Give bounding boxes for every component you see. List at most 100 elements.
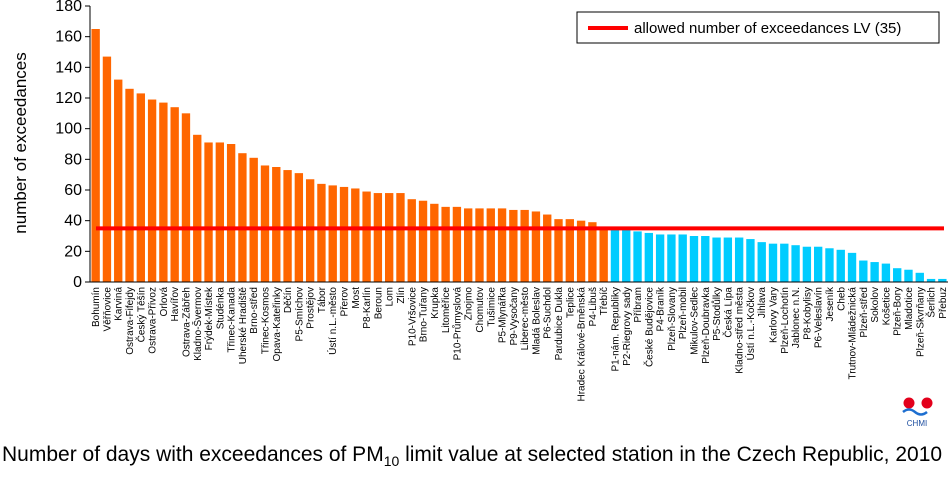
- x-tick-label: Bohumín: [91, 287, 102, 327]
- x-tick-label: Ústí n.L.-město: [326, 287, 339, 355]
- bar: [531, 211, 541, 282]
- bar: [701, 236, 710, 282]
- bar: [193, 134, 202, 282]
- bar: [351, 188, 360, 282]
- bar: [204, 142, 213, 282]
- bars: [91, 29, 947, 283]
- x-tick-label: Znojmo: [464, 287, 475, 321]
- y-tick-label: 40: [64, 213, 82, 230]
- bar: [791, 245, 800, 282]
- x-tick-label: Tábor: [317, 286, 328, 313]
- x-tick-label: Plzeň-Doubravka: [701, 287, 712, 364]
- bar: [926, 278, 936, 282]
- bar: [305, 179, 315, 282]
- x-tick-label: Karlovy Vary: [769, 287, 780, 343]
- x-tick-label: Lom: [385, 287, 396, 306]
- x-tick-label: Opava-Kateřinky: [272, 287, 283, 361]
- bar: [599, 226, 608, 282]
- bar: [633, 231, 642, 282]
- bar: [825, 248, 834, 282]
- x-tick-label: Litoměřice: [441, 287, 452, 334]
- x-tick-label: Český Těšín: [134, 287, 147, 342]
- bar: [520, 209, 529, 282]
- bar: [655, 234, 665, 282]
- x-tick-label: Plzeň-Slovany: [667, 287, 678, 351]
- x-tick-label: Kladno-střed města: [735, 287, 746, 374]
- x-tick-label: P8-Karlín: [362, 287, 373, 329]
- bar: [723, 237, 733, 282]
- y-tick-label: 0: [73, 274, 82, 291]
- x-tick-label: Hradec Králové-Brněnská: [577, 287, 588, 402]
- x-tick-label: Ostrava-Přívoz: [148, 287, 159, 354]
- legend: allowed number of exceedances LV (35): [576, 11, 940, 44]
- bar: [780, 243, 789, 282]
- x-tick-label: P6-Veleslavín: [814, 287, 825, 348]
- x-tick-label: České Budějovice: [642, 287, 655, 367]
- bar: [317, 183, 326, 282]
- x-tick-label: Ostrava-Fifejdy: [125, 287, 136, 355]
- bar: [813, 246, 823, 282]
- x-tick-label: P1-nám. Republiky: [610, 287, 621, 371]
- x-tick-label: Prostějov: [306, 287, 317, 329]
- x-tick-label: Jihlava: [757, 287, 768, 319]
- x-tick-label: Plzeň-mobil: [678, 287, 689, 339]
- bar: [170, 107, 179, 282]
- x-tick-label: Cheb: [836, 287, 847, 311]
- bar: [734, 237, 744, 282]
- x-tick-label: Chomutov: [475, 287, 486, 333]
- x-tick-label: Přebuz: [938, 287, 949, 319]
- x-tick-label: Pardubice Dukla: [554, 287, 565, 361]
- x-tick-label: P4-Libuš: [588, 287, 599, 326]
- bar: [260, 165, 270, 282]
- bar: [215, 142, 225, 282]
- bar: [102, 56, 112, 282]
- bar: [384, 193, 394, 282]
- caption-text-end: limit value at selected station in the C…: [399, 443, 943, 466]
- legend-label: allowed number of exceedances LV (35): [634, 20, 901, 37]
- x-tick-label: P6-Suchdol: [543, 287, 554, 339]
- bar: [497, 208, 507, 282]
- logo-text: CHMI: [907, 419, 927, 428]
- pm10-exceedance-chart: number of exceedances 0 20 40 60 80 100 120 140…: [11, 0, 949, 428]
- y-axis-label: number of exceedances: [11, 52, 30, 233]
- x-tick-label: Tušimice: [486, 287, 497, 327]
- bar: [622, 229, 631, 282]
- bar: [678, 234, 687, 282]
- x-tick-label: Třinec-Kosmos: [260, 287, 271, 354]
- bar: [226, 144, 236, 282]
- bar: [881, 263, 891, 282]
- x-tick-label: Brno-Tuřany: [419, 287, 430, 342]
- bar: [509, 209, 518, 282]
- bar: [588, 222, 597, 282]
- bar: [238, 153, 247, 282]
- x-tick-label: Ostrava-Zábřeh: [181, 287, 192, 357]
- x-tick-label: Mladotice: [904, 287, 915, 330]
- y-tick-label: 60: [64, 182, 82, 199]
- bar: [91, 29, 100, 282]
- bar: [475, 208, 484, 282]
- bar: [181, 113, 191, 282]
- bar: [644, 232, 654, 282]
- bar: [136, 93, 145, 283]
- x-tick-label: Sokolov: [870, 287, 881, 323]
- bar: [159, 102, 168, 282]
- bar: [915, 272, 924, 282]
- legend-box: [576, 11, 940, 44]
- y-tick-label: 180: [55, 0, 82, 15]
- x-tick-label: Uherské Hradiště: [238, 287, 249, 365]
- bar: [441, 206, 450, 282]
- bar: [893, 268, 902, 282]
- x-tick-label: Plzeň-Bory: [893, 287, 904, 336]
- figure-caption: Number of days with exceedances of PM10 …: [2, 441, 948, 475]
- caption-text: Number of days with exceedances of PM: [2, 443, 384, 466]
- bar: [768, 243, 778, 282]
- caption-subscript: 10: [383, 453, 400, 470]
- bar: [125, 88, 134, 282]
- bar: [554, 219, 563, 282]
- x-tick-label: Beroun: [373, 287, 384, 319]
- bar: [418, 200, 428, 282]
- x-tick-label: Liberec-město: [520, 287, 531, 351]
- x-tick-label: Mikulov-Sedlec: [689, 287, 700, 355]
- bar: [362, 191, 371, 282]
- bar: [452, 206, 462, 282]
